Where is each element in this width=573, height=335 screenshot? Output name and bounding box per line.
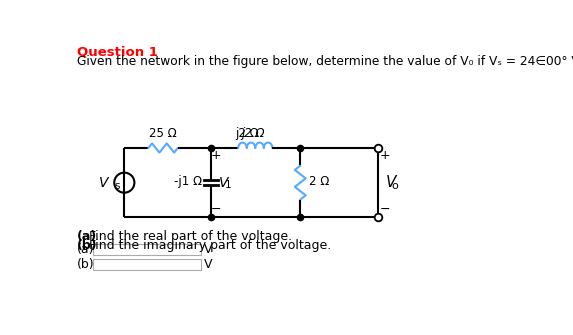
Text: j2 Ω: j2 Ω bbox=[236, 127, 260, 140]
Text: 25 Ω: 25 Ω bbox=[149, 127, 177, 140]
Text: V: V bbox=[204, 258, 213, 271]
Text: Question 1: Question 1 bbox=[77, 46, 158, 59]
FancyBboxPatch shape bbox=[93, 244, 201, 255]
Text: Given the network in the figure below, determine the value of V₀ if Vₛ = 24∈00° : Given the network in the figure below, d… bbox=[77, 55, 573, 68]
Text: (b): (b) bbox=[77, 258, 95, 271]
Text: Find the imaginary part of the voltage.: Find the imaginary part of the voltage. bbox=[89, 239, 331, 252]
Text: V: V bbox=[219, 176, 229, 190]
Text: s: s bbox=[114, 181, 120, 191]
Text: (a): (a) bbox=[77, 230, 97, 244]
Text: (b): (b) bbox=[77, 239, 97, 252]
Text: Find the real part of the voltage.: Find the real part of the voltage. bbox=[89, 230, 292, 244]
Text: −: − bbox=[210, 203, 221, 216]
Text: (a): (a) bbox=[77, 243, 95, 256]
Text: 1: 1 bbox=[225, 180, 231, 190]
Text: 2 Ω: 2 Ω bbox=[309, 175, 329, 188]
Text: +: + bbox=[210, 149, 221, 162]
Text: V: V bbox=[99, 176, 109, 190]
Text: V: V bbox=[386, 175, 396, 190]
FancyBboxPatch shape bbox=[93, 259, 201, 270]
Text: -j1 Ω: -j1 Ω bbox=[174, 175, 202, 188]
Text: −: − bbox=[379, 203, 390, 216]
Text: o: o bbox=[392, 181, 398, 191]
Text: +: + bbox=[379, 149, 390, 162]
Text: j2 Ω: j2 Ω bbox=[241, 127, 265, 140]
Text: V: V bbox=[204, 243, 213, 256]
